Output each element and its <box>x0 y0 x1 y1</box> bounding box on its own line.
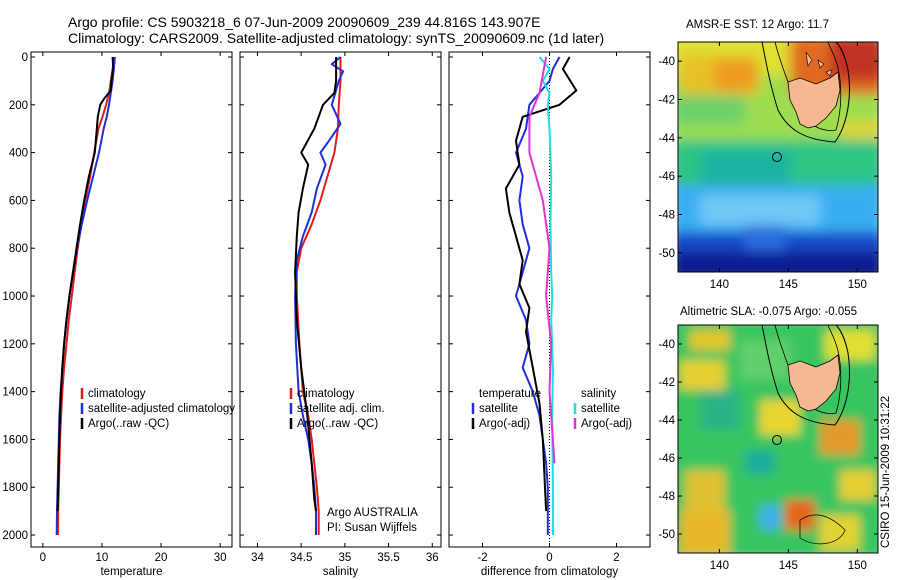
series-line-1 <box>504 56 578 512</box>
sst-map: 140 145 150 -40 -42 -44 -46 -48 -50 <box>658 41 879 291</box>
argo-position-marker-2 <box>772 435 782 445</box>
sla-field <box>678 325 878 553</box>
map-y-tick-label: -40 <box>658 56 675 68</box>
x-tick-label: 2 <box>613 552 619 564</box>
y-tick-label: 1000 <box>2 291 28 303</box>
argo-annotation: PI: Susan Wijffels <box>327 522 417 534</box>
y-tick-label: 1800 <box>2 482 28 494</box>
x-axis-label: temperature <box>100 566 162 578</box>
map-x-tick-label: 145 <box>779 560 798 572</box>
map-y-tick-label: -48 <box>658 491 675 503</box>
legend-label: Argo(-adj) <box>479 418 530 430</box>
map-y-tick-label: -48 <box>658 210 675 222</box>
x-axis-label: salinity <box>323 566 358 578</box>
sst-map-title: AMSR-E SST: 12 Argo: 11.7 <box>686 19 829 31</box>
y-tick-label: 1600 <box>2 434 28 446</box>
sst-map-frame <box>677 41 879 273</box>
sla-contour-outer <box>761 325 850 426</box>
x-tick-label: 34 <box>251 552 264 564</box>
sst-field <box>678 42 878 272</box>
map-y-tick-label: -42 <box>658 377 675 389</box>
axes-frame <box>239 51 442 548</box>
x-tick-label: 36 <box>426 552 439 564</box>
map-y-tick-label: -50 <box>658 248 675 260</box>
x-tick-label: 35.5 <box>377 552 399 564</box>
sla-map-title: Altimetric SLA: -0.075 Argo: -0.055 <box>680 306 858 318</box>
x-tick-label: 20 <box>155 552 168 564</box>
x-tick-label: -2 <box>477 552 487 564</box>
map-y-tick-label: -44 <box>658 415 675 427</box>
x-tick-label: 10 <box>96 552 109 564</box>
series-line-2 <box>56 56 115 512</box>
legend-label: climatology <box>297 388 355 400</box>
legend-group-title: salinity <box>581 388 616 400</box>
map-x-tick-label: 140 <box>710 560 729 572</box>
tasmania-landmass-2 <box>787 354 841 412</box>
sla-map: 140 145 150 -40 -42 -44 -46 -48 -50 <box>658 324 879 572</box>
legend-group-title: temperature <box>479 388 541 400</box>
difference-panel: -2 0 2 difference from climatology temperatu… <box>448 51 651 578</box>
legend-label: satellite <box>479 403 518 415</box>
map-y-tick-label: -42 <box>658 95 675 107</box>
y-tick-label: 2000 <box>2 530 28 542</box>
legend-label: Argo(..raw -QC) <box>297 418 378 430</box>
y-tick-label: 400 <box>9 148 28 160</box>
y-tick-label: 0 <box>22 52 28 64</box>
legend-label: satellite adj. clim. <box>297 403 385 415</box>
tasmania-landmass <box>787 71 841 129</box>
x-tick-label: 0 <box>40 552 46 564</box>
argo-annotation: Argo AUSTRALIA <box>327 507 418 519</box>
map-x-tick-label: 145 <box>779 279 798 291</box>
map-x-tick-label: 140 <box>710 279 729 291</box>
sla-map-frame <box>677 324 879 554</box>
x-tick-label: 0 <box>546 552 552 564</box>
map-y-tick-label: -50 <box>658 529 675 541</box>
legend-label: satellite-adjusted climatology <box>88 403 235 415</box>
map-x-tick-label: 150 <box>848 279 867 291</box>
legend-label: Argo(-adj) <box>581 418 632 430</box>
map-y-tick-label: -44 <box>658 133 675 145</box>
legend-label: climatology <box>88 388 146 400</box>
map-y-tick-label: -40 <box>658 339 675 351</box>
x-axis-label: difference from climatology <box>481 566 618 578</box>
argo-position-marker <box>772 152 782 162</box>
series-line-2 <box>538 56 554 535</box>
y-tick-label: 1200 <box>2 339 28 351</box>
map-y-tick-label: -46 <box>658 453 675 465</box>
temperature-panel: 0 200 400 600 800 1000 1200 1400 1600 1800 2000 0 10… <box>2 51 235 578</box>
salinity-panel: 34 34.5 35 35.5 36 salinity climatology satelli… <box>239 51 442 578</box>
map-y-tick-label: -46 <box>658 171 675 183</box>
y-tick-label: 600 <box>9 195 28 207</box>
map-x-tick-label: 150 <box>848 560 867 572</box>
x-tick-label: 34.5 <box>290 552 312 564</box>
coast-fragment <box>805 51 833 77</box>
figure-title-line2: Climatology: CARS2009. Satellite-adjuste… <box>68 30 605 46</box>
axes-frame <box>30 51 233 548</box>
sst-contour-outer <box>761 42 850 143</box>
legend-label: satellite <box>581 403 620 415</box>
x-tick-label: 35 <box>338 552 351 564</box>
sla-contour-south <box>799 514 846 545</box>
x-tick-label: 30 <box>214 552 227 564</box>
y-tick-label: 800 <box>9 243 28 255</box>
series-line-3 <box>528 56 556 464</box>
legend-label: Argo(..raw -QC) <box>88 418 169 430</box>
y-tick-label: 1400 <box>2 387 28 399</box>
y-tick-label: 200 <box>9 100 28 112</box>
figure-title-line1: Argo profile: CS 5903218_6 07-Jun-2009 2… <box>68 14 541 30</box>
series-line-2 <box>294 57 338 512</box>
